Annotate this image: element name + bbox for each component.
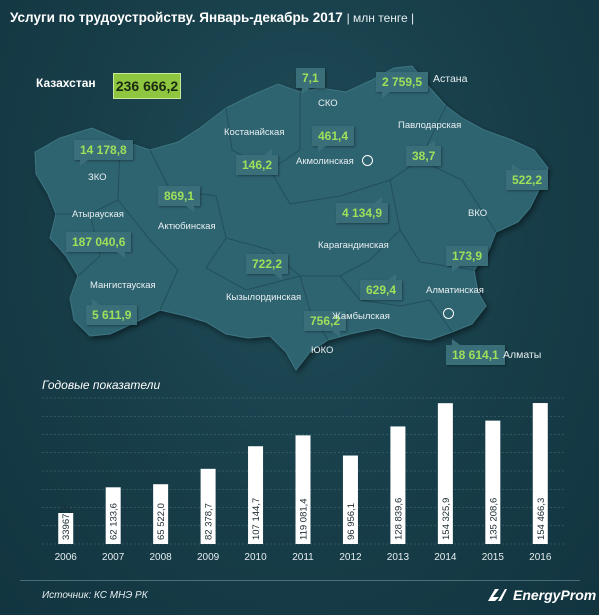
title-unit: | млн тенге | — [346, 11, 415, 25]
name-atyrau: Атырауская — [72, 209, 124, 220]
map-outline — [34, 65, 549, 371]
value-astana: 2 759,5 — [376, 72, 429, 98]
x-tick-2012: 2012 — [339, 552, 362, 563]
name-sko: СКО — [318, 98, 338, 109]
bar-label-2011: 119 081,4 — [299, 498, 310, 540]
x-tick-2009: 2009 — [197, 552, 220, 563]
name-almaty-city: Алматы — [503, 349, 542, 361]
x-tick-2008: 2008 — [150, 552, 173, 563]
value-kostanay: 146,2 — [236, 149, 279, 175]
name-aktobe: Актюбинская — [158, 221, 216, 232]
energyprom-logo: EnergyProm — [486, 587, 596, 603]
x-tick-2006: 2006 — [55, 552, 78, 563]
value-kyzylorda: 722,2 — [246, 254, 289, 280]
bar-2010 — [248, 446, 264, 544]
name-vko: ВКО — [468, 208, 488, 219]
value-sko: 7,1 — [296, 68, 325, 94]
x-tick-2015: 2015 — [482, 552, 505, 563]
annual-bar-chart: 33967,2 2006 62 133,6 2007 65 522,0 2008 82 37… — [42, 397, 564, 563]
almaty-marker — [443, 308, 454, 319]
title-text: Услуги по трудоустройству. Январь-декабр… — [10, 10, 343, 25]
bar-2013 — [390, 426, 406, 544]
bar-2015 — [485, 420, 501, 544]
footer-divider — [20, 580, 580, 581]
bar-2007 — [105, 487, 121, 544]
bar-label-2007: 62 133,6 — [109, 503, 120, 540]
value-zhambyl: 629,4 — [360, 274, 403, 300]
value-atyrau: 187 040,6 — [66, 232, 132, 258]
chart-title: Годовые показатели — [42, 378, 161, 392]
bar-label-2014: 154 325,9 — [441, 498, 452, 540]
x-tick-2007: 2007 — [102, 552, 125, 563]
value-almaty-obl: 173,9 — [446, 246, 489, 272]
bar-2008 — [153, 484, 169, 544]
bar-2014 — [437, 403, 453, 544]
astana-marker — [362, 155, 373, 166]
name-pavlodar: Павлодарская — [398, 120, 462, 131]
name-mangistau: Мангистауская — [90, 280, 156, 291]
bar-label-2010: 107 144,7 — [251, 498, 262, 540]
name-almaty-obl: Алматинская — [426, 285, 484, 296]
name-karaganda: Карагандинская — [318, 240, 389, 251]
bar-label-2008: 65 522,0 — [156, 503, 167, 540]
kazakhstan-map — [34, 65, 549, 371]
bar-label-2006: 33967,2 — [61, 506, 72, 540]
name-kyzylorda: Кызылординская — [226, 292, 302, 303]
x-tick-2013: 2013 — [387, 552, 410, 563]
bar-label-2013: 128 839,6 — [393, 498, 404, 540]
x-tick-2014: 2014 — [434, 552, 457, 563]
kazakhstan-label: Казахстан — [36, 76, 96, 90]
x-tick-2011: 2011 — [292, 552, 314, 563]
value-yuko: 756,2 — [304, 311, 347, 337]
name-akmola: Акмолинская — [296, 156, 354, 167]
value-akmola: 461,4 — [312, 126, 355, 152]
x-tick-2010: 2010 — [244, 552, 267, 563]
value-pavlodar: 38,7 — [406, 140, 442, 166]
value-karaganda: 4 134,9 — [336, 197, 389, 223]
bar-2016 — [532, 403, 548, 544]
value-almaty-city: 18 614,1 — [446, 339, 505, 365]
page-title: Услуги по трудоустройству. Январь-декабр… — [10, 10, 414, 25]
name-yuko: ЮКО — [311, 345, 334, 356]
value-vko: 522,2 — [506, 164, 549, 190]
name-kostanay: Костанайская — [224, 127, 285, 138]
x-tick-2016: 2016 — [529, 552, 552, 563]
logo-text: EnergyProm — [513, 587, 597, 603]
logo-icon — [488, 589, 507, 601]
bar-2009 — [200, 468, 216, 544]
bar-2012 — [342, 455, 358, 544]
name-zhambyl: Жамбылская — [332, 311, 390, 322]
bar-label-2016: 154 466,3 — [536, 498, 547, 540]
bar-2006 — [58, 513, 74, 544]
name-astana: Астана — [433, 73, 468, 85]
bar-label-2009: 82 378,7 — [204, 503, 215, 540]
value-mangistau: 5 611,9 — [86, 299, 138, 325]
value-zko: 14 178,8 — [74, 140, 133, 166]
value-aktobe: 869,1 — [158, 186, 201, 212]
source-text: Источник: КС МНЭ РК — [42, 590, 148, 601]
kazakhstan-total: 236 666,2 — [113, 73, 181, 99]
bar-label-2015: 135 208,6 — [488, 498, 499, 540]
bar-2011 — [295, 435, 311, 544]
bar-label-2012: 96 956,1 — [346, 503, 357, 540]
name-zko: ЗКО — [88, 172, 107, 183]
